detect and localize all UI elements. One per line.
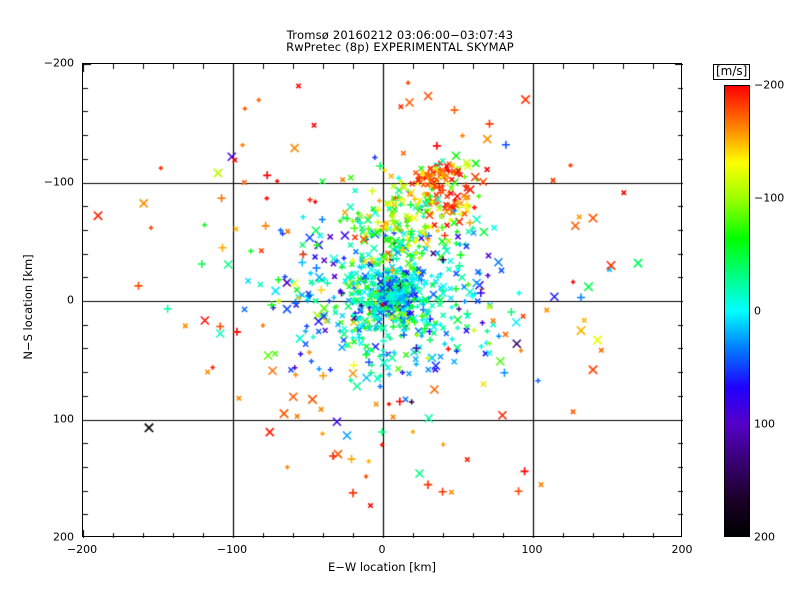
- y-axis-title: N−S location [km]: [21, 254, 35, 360]
- x-tick-label: 100: [521, 543, 543, 556]
- figure-title-line1: Tromsø 20160212 03:06:00−03:07:43: [286, 28, 514, 42]
- y-tick-label: 200: [53, 530, 74, 544]
- figure-title-line2: RwPretec (8p) EXPERIMENTAL SKYMAP: [286, 40, 514, 54]
- scatter-plot-canvas: [83, 64, 683, 538]
- colorbar: [724, 85, 750, 537]
- colorbar-unit-label: [m/s]: [713, 64, 751, 80]
- colorbar-tick-label: 200: [754, 530, 775, 544]
- x-tick-label: 0: [378, 543, 386, 556]
- x-tick-label: −100: [216, 543, 248, 556]
- colorbar-tick-label: 0: [754, 304, 761, 318]
- y-tick-label: 0: [67, 293, 74, 307]
- plot-area: [82, 63, 683, 538]
- x-tick-label: 200: [671, 543, 693, 556]
- x-tick-label: −200: [66, 543, 98, 556]
- y-tick-label: 100: [53, 412, 74, 425]
- y-tick-label: −100: [43, 175, 74, 188]
- x-axis-title: E−W location [km]: [327, 560, 437, 574]
- colorbar-tick-label: 100: [754, 417, 775, 431]
- colorbar-gradient: [724, 85, 750, 537]
- colorbar-tick-label: −200: [754, 78, 785, 92]
- y-tick-label: −200: [43, 56, 74, 70]
- colorbar-tick-label: −100: [754, 191, 785, 205]
